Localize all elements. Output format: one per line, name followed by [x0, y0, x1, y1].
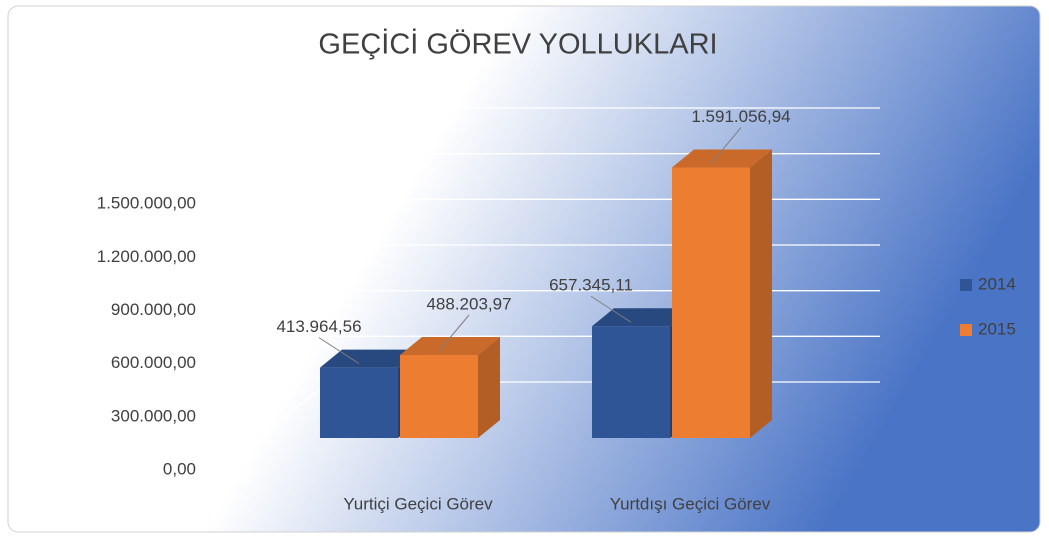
value-label: 1.591.056,94	[691, 107, 790, 126]
y-tick-label: 900.000,00	[111, 300, 196, 319]
leader-line	[590, 295, 632, 323]
bar	[400, 337, 500, 438]
value-label: 413.964,56	[276, 317, 361, 336]
x-tick-label: Yurtdışı Geçici Görev	[610, 494, 771, 513]
y-tick-label: 600.000,00	[111, 353, 196, 372]
bar-side	[750, 149, 772, 438]
y-tick-label: 1.200.000,00	[97, 247, 196, 266]
x-tick-label: Yurtiçi Geçici Görev	[343, 494, 493, 513]
chart-title: GEÇİCİ GÖREV YOLLUKLARI	[318, 28, 717, 61]
legend-swatch	[960, 279, 972, 291]
leader-line	[710, 127, 742, 164]
bar-top	[672, 149, 772, 168]
grid-line	[214, 107, 880, 152]
bar-front	[320, 367, 398, 438]
chart-area	[7, 5, 1041, 533]
value-label: 488.203,97	[426, 294, 511, 313]
legend-label: 2015	[978, 319, 1016, 338]
bar-front	[672, 167, 750, 438]
legend-swatch	[960, 324, 972, 336]
value-label: 657.345,11	[549, 276, 633, 295]
leader-line	[438, 314, 470, 352]
bar-front	[592, 326, 670, 438]
bar	[672, 149, 772, 438]
bar-top	[400, 337, 500, 356]
bar-side	[478, 337, 500, 438]
bar-front	[400, 355, 478, 438]
y-tick-label: 0,00	[163, 459, 196, 478]
y-tick-label: 1.500.000,00	[97, 194, 196, 213]
leader-line	[318, 337, 360, 365]
y-tick-label: 300.000,00	[111, 406, 196, 425]
legend-label: 2014	[978, 274, 1016, 293]
